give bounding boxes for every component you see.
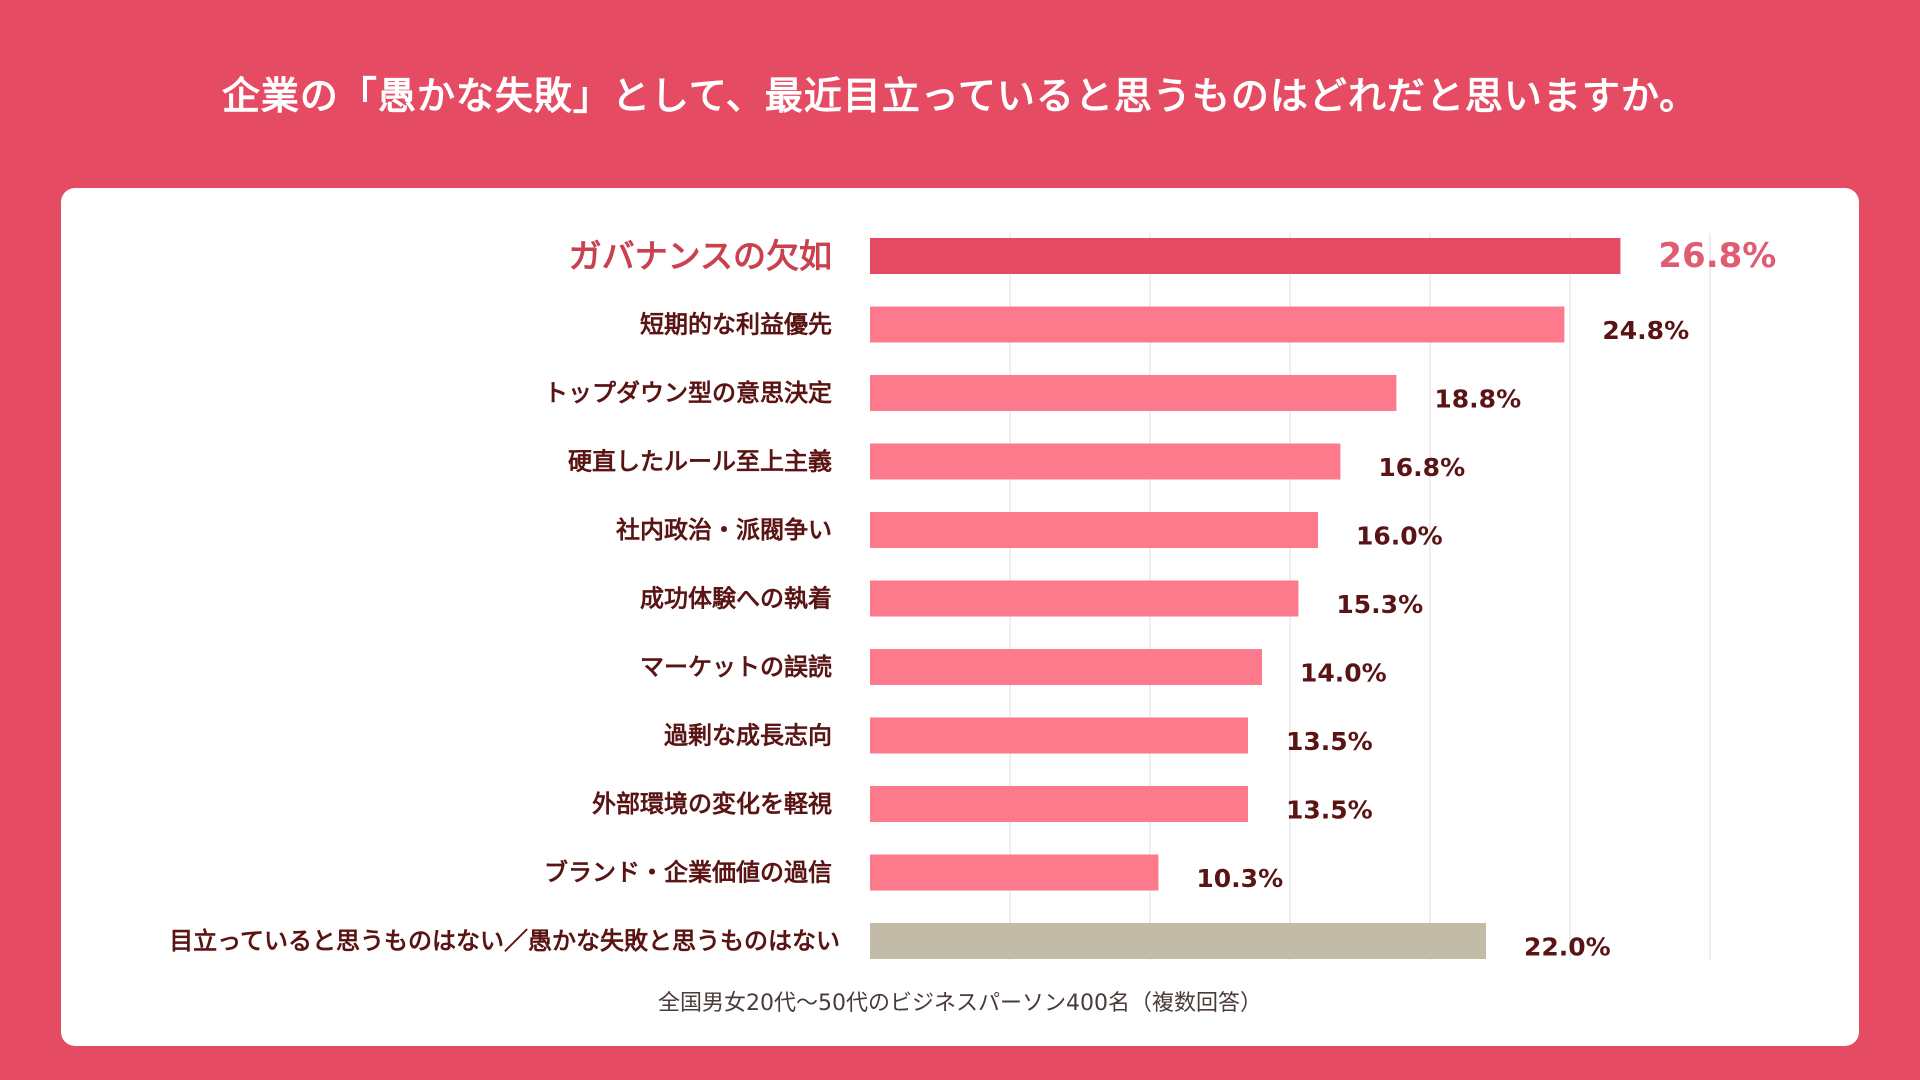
bar <box>870 717 1248 754</box>
value-label: 13.5% <box>1286 727 1373 756</box>
value-label: 18.8% <box>1434 385 1521 414</box>
category-label: 過剰な成長志向 <box>664 722 832 750</box>
category-label: 硬直したルール至上主義 <box>568 448 832 476</box>
category-label: 社内政治・派閥争い <box>616 516 832 544</box>
value-label: 16.0% <box>1356 522 1443 551</box>
bar <box>870 580 1299 617</box>
category-label: 外部環境の変化を軽視 <box>592 790 832 818</box>
category-label: 短期的な利益優先 <box>640 311 832 339</box>
category-label: 目立っていると思うものはない／愚かな失敗と思うものはない <box>169 927 840 955</box>
value-label: 16.8% <box>1378 453 1465 482</box>
category-label: トップダウン型の意思決定 <box>544 379 832 407</box>
value-label: 24.8% <box>1602 316 1689 345</box>
bar <box>870 854 1159 891</box>
value-label: 22.0% <box>1524 933 1611 962</box>
value-label: 14.0% <box>1300 659 1387 688</box>
bar <box>870 923 1486 959</box>
bar <box>870 512 1318 548</box>
category-label: ブランド・企業価値の過信 <box>544 859 832 887</box>
value-label: 10.3% <box>1196 864 1283 893</box>
chart-title: 企業の「愚かな失敗」として、最近目立っていると思うものはどれだと思いますか。 <box>221 74 1699 118</box>
category-label: 成功体験への執着 <box>640 585 832 613</box>
value-label: 15.3% <box>1336 590 1423 619</box>
bar <box>870 649 1262 685</box>
bar <box>870 306 1565 343</box>
footnote: 全国男女20代〜50代のビジネスパーソン400名（複数回答） <box>658 991 1262 1016</box>
category-label: ガバナンスの欠如 <box>569 237 832 276</box>
bar <box>870 786 1248 822</box>
value-label: 26.8% <box>1658 236 1776 276</box>
value-label: 13.5% <box>1286 796 1373 825</box>
category-label: マーケットの誤読 <box>640 653 832 681</box>
bar <box>870 443 1341 480</box>
bar <box>870 238 1621 274</box>
bar <box>870 375 1397 411</box>
